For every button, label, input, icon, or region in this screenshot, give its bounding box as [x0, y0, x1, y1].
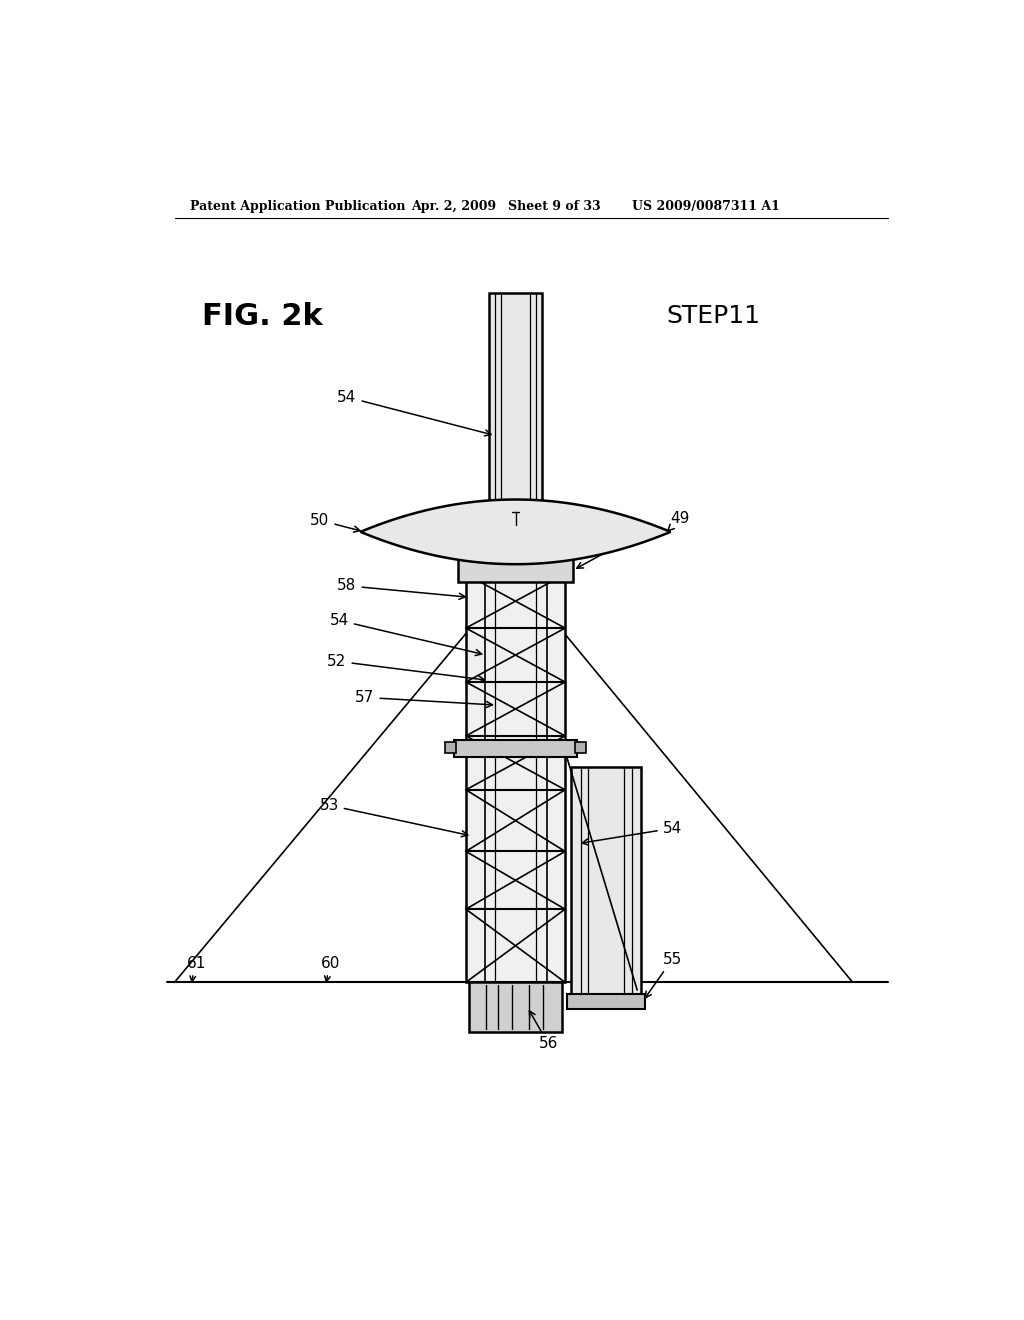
Text: 57: 57	[355, 690, 493, 708]
Text: 50: 50	[310, 512, 360, 532]
Text: STEP11: STEP11	[667, 304, 761, 329]
Text: Patent Application Publication: Patent Application Publication	[190, 199, 406, 213]
Bar	[469, 982, 562, 1032]
Text: 60: 60	[322, 956, 341, 970]
Text: 49: 49	[668, 511, 690, 531]
Bar	[567, 994, 645, 1010]
Bar	[445, 742, 456, 752]
Text: Apr. 2, 2009: Apr. 2, 2009	[411, 199, 496, 213]
Text: US 2009/0087311 A1: US 2009/0087311 A1	[632, 199, 779, 213]
Polygon shape	[360, 499, 671, 564]
Text: 55: 55	[645, 952, 682, 998]
Text: 52: 52	[328, 653, 484, 682]
Bar	[466, 574, 565, 982]
Text: 58: 58	[337, 578, 465, 599]
Text: Sheet 9 of 33: Sheet 9 of 33	[508, 199, 600, 213]
Text: 54: 54	[330, 612, 481, 656]
Bar	[458, 558, 572, 582]
Bar	[489, 293, 542, 558]
Text: 56: 56	[529, 1011, 558, 1052]
Text: 54: 54	[337, 389, 492, 436]
Text: 53: 53	[319, 797, 468, 837]
Bar	[455, 739, 577, 756]
Text: FIG. 2k: FIG. 2k	[202, 302, 323, 331]
Bar	[575, 742, 586, 752]
Text: 54: 54	[582, 821, 682, 845]
Text: 51: 51	[577, 536, 632, 568]
Bar	[571, 767, 641, 994]
Text: 61: 61	[186, 956, 206, 970]
